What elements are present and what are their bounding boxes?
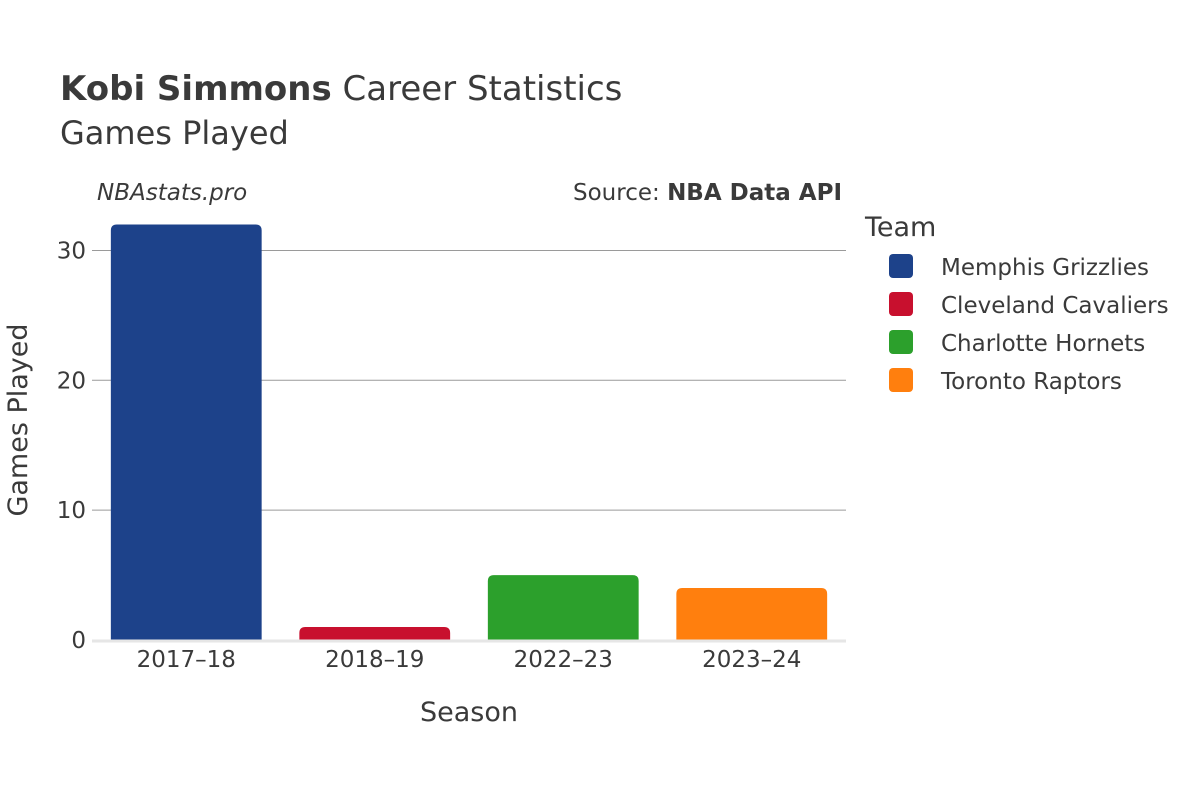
legend-item[interactable]: Charlotte Hornets (889, 330, 1145, 357)
x-axis-title: Season (420, 697, 518, 728)
legend-label: Cleveland Cavaliers (941, 293, 1169, 319)
legend: Memphis Grizzlies Cleveland Cavaliers Char… (889, 254, 1169, 395)
legend-label: Memphis Grizzlies (941, 255, 1149, 281)
source-name: NBA Data API (667, 180, 842, 206)
chart-subtitle: Games Played (60, 114, 289, 152)
x-tick-label: 2023–24 (702, 647, 801, 673)
title-suffix: Career Statistics (332, 69, 623, 109)
y-tick-label: 10 (57, 498, 86, 524)
legend-label: Toronto Raptors (940, 369, 1122, 395)
source-credit: Source: NBA Data API (573, 180, 842, 206)
y-tick-label: 30 (57, 238, 86, 264)
legend-item[interactable]: Cleveland Cavaliers (889, 292, 1169, 319)
x-tick-label: 2017–18 (137, 647, 236, 673)
bar-1 (110, 224, 262, 641)
bars (92, 224, 846, 643)
y-tick-label: 0 (71, 628, 86, 654)
legend-swatch (889, 292, 913, 316)
legend-swatch (889, 254, 913, 278)
legend-swatch (889, 368, 913, 392)
chart-title: Kobi Simmons Career Statistics (60, 69, 622, 109)
legend-swatch (889, 330, 913, 354)
legend-title: Team (864, 212, 936, 243)
x-tick-label: 2018–19 (325, 647, 424, 673)
x-tick-labels: 2017–18 2018–19 2022–23 2023–24 (137, 647, 802, 673)
legend-label: Charlotte Hornets (941, 331, 1145, 357)
bar-2 (299, 627, 451, 640)
y-tick-label: 20 (57, 368, 86, 394)
bar-3 (487, 575, 639, 640)
watermark: NBAstats.pro (97, 180, 247, 206)
legend-item[interactable]: Toronto Raptors (889, 368, 1122, 395)
legend-item[interactable]: Memphis Grizzlies (889, 254, 1149, 281)
x-tick-label: 2022–23 (514, 647, 613, 673)
player-name: Kobi Simmons (60, 69, 332, 109)
source-prefix: Source: (573, 180, 667, 206)
y-axis-title: Games Played (3, 323, 34, 516)
bar-4 (676, 588, 828, 640)
y-tick-labels: 0 10 20 30 (57, 238, 86, 654)
